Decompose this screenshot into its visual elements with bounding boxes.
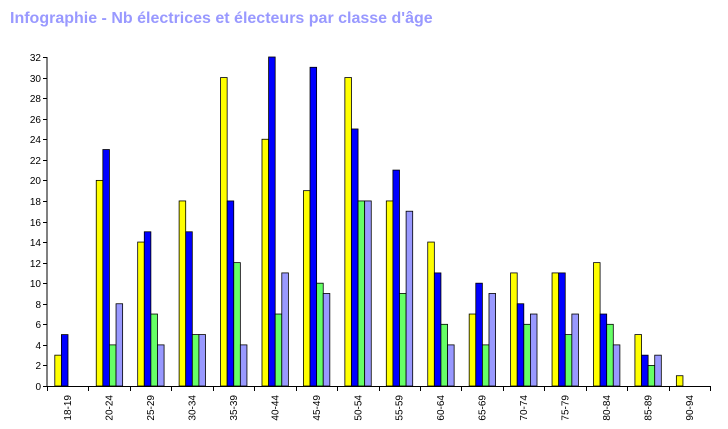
y-tick-label: 12	[30, 259, 42, 270]
y-tick-label: 20	[30, 176, 42, 187]
y-tick-label: 6	[35, 320, 41, 331]
bar	[178, 200, 187, 387]
bar	[109, 344, 117, 387]
y-tick-label: 8	[35, 300, 41, 311]
bar	[440, 323, 448, 387]
bar	[115, 303, 124, 387]
y-tick-label: 26	[30, 115, 42, 126]
bar	[571, 313, 579, 387]
x-tick-label: 45-49	[312, 395, 323, 421]
x-tick-label: 18-19	[63, 395, 74, 421]
bar	[281, 272, 289, 387]
bar	[599, 313, 608, 387]
x-tick-label: 50-54	[353, 395, 364, 421]
bar	[61, 334, 69, 387]
bar	[468, 313, 477, 387]
y-tick-label: 24	[30, 135, 42, 146]
bar	[385, 200, 394, 387]
chart-axes	[46, 57, 710, 387]
bar	[185, 231, 193, 387]
bar	[392, 169, 400, 387]
chart-bars	[54, 56, 684, 387]
bar	[316, 282, 324, 387]
bar	[530, 313, 538, 387]
bar	[647, 365, 656, 387]
bar	[191, 334, 200, 387]
bar	[102, 149, 110, 387]
bar	[481, 344, 490, 387]
chart-title: Infographie - Nb électrices et électeurs…	[10, 10, 433, 27]
bar	[634, 334, 642, 387]
bar	[54, 354, 62, 387]
bar	[405, 210, 414, 387]
y-tick-label: 0	[35, 382, 41, 393]
x-tick-label: 70-74	[519, 395, 530, 421]
x-tick-label: 60-64	[436, 395, 447, 421]
bar	[261, 138, 269, 387]
y-tick-label: 2	[35, 361, 41, 372]
bar	[675, 375, 684, 387]
bar	[137, 241, 145, 387]
bar	[157, 344, 165, 387]
y-tick-label: 30	[30, 74, 42, 85]
bar	[143, 231, 152, 387]
bar	[268, 56, 276, 387]
bar	[510, 272, 518, 387]
bar	[654, 354, 662, 387]
bar	[226, 200, 235, 387]
x-tick-label: 75-79	[560, 395, 571, 421]
bar	[641, 354, 649, 387]
x-tick-label: 25-29	[146, 395, 157, 421]
bar	[558, 272, 566, 387]
bar	[303, 190, 311, 387]
y-tick-label: 16	[30, 218, 42, 229]
y-tick-label: 4	[35, 341, 41, 352]
bar	[95, 179, 104, 387]
bar	[309, 66, 318, 387]
bar	[523, 323, 531, 387]
x-tick-label: 20-24	[105, 395, 116, 421]
bar	[220, 77, 228, 387]
bar	[274, 313, 283, 387]
x-tick-label: 55-59	[395, 395, 406, 421]
y-tick-label: 14	[30, 238, 42, 249]
bar	[357, 200, 366, 387]
bar	[488, 293, 496, 387]
bar	[606, 323, 614, 387]
bar	[516, 303, 525, 387]
x-tick-label: 40-44	[270, 395, 281, 421]
bar	[475, 282, 483, 387]
y-tick-label: 32	[30, 53, 42, 64]
bar	[427, 241, 435, 387]
bar	[351, 128, 359, 387]
bar	[551, 272, 560, 387]
x-tick-label: 30-34	[188, 395, 199, 421]
bar	[612, 344, 621, 387]
x-tick-label: 35-39	[229, 395, 240, 421]
bar	[447, 344, 455, 387]
y-tick-label: 28	[30, 94, 42, 105]
bar	[150, 313, 158, 387]
bar	[322, 293, 331, 387]
bar	[239, 344, 248, 387]
bar	[433, 272, 442, 387]
y-tick-label: 10	[30, 279, 42, 290]
bar	[364, 200, 372, 387]
bar	[399, 293, 407, 387]
bar	[233, 262, 241, 387]
bar	[344, 77, 352, 387]
x-tick-label: 90-94	[685, 395, 696, 421]
x-tick-label: 80-84	[602, 395, 613, 421]
bar	[593, 262, 601, 387]
x-tick-label: 85-89	[643, 395, 654, 421]
x-tick-label: 65-69	[478, 395, 489, 421]
y-tick-label: 22	[30, 156, 42, 167]
y-tick-label: 18	[30, 197, 42, 208]
bar	[564, 334, 573, 387]
bar	[198, 334, 206, 387]
